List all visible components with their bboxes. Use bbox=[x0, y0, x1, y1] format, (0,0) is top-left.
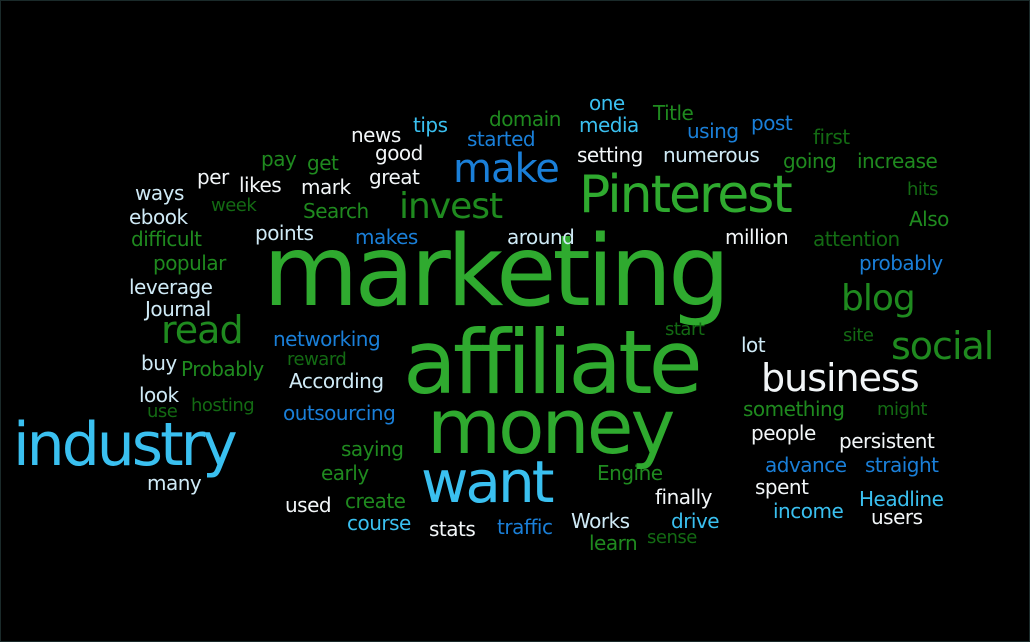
word-difficult: difficult bbox=[131, 227, 202, 251]
word-popular: popular bbox=[153, 251, 226, 275]
word-great: great bbox=[369, 165, 420, 189]
word-engine: Engine bbox=[597, 461, 663, 485]
word-headline: Headline bbox=[859, 487, 944, 511]
word-straight: straight bbox=[865, 453, 939, 477]
word-make: make bbox=[453, 146, 560, 192]
word-using: using bbox=[687, 119, 739, 143]
word-makes: makes bbox=[355, 225, 418, 249]
word-buy: buy bbox=[141, 351, 177, 375]
word-per: per bbox=[197, 165, 229, 189]
word-pinterest: Pinterest bbox=[579, 165, 793, 225]
word-persistent: persistent bbox=[839, 429, 935, 453]
word-mark: mark bbox=[301, 175, 351, 199]
word-traffic: traffic bbox=[497, 515, 553, 539]
word-advance: advance bbox=[765, 453, 847, 477]
word-according: According bbox=[289, 369, 384, 393]
word-tips: tips bbox=[413, 113, 448, 137]
word-works: Works bbox=[571, 509, 630, 533]
word-look: look bbox=[139, 383, 179, 407]
word-business: business bbox=[761, 356, 920, 400]
word-affiliate: affiliate bbox=[403, 311, 703, 414]
word-income: income bbox=[773, 499, 844, 523]
word-saying: saying bbox=[341, 437, 404, 461]
word-networking: networking bbox=[273, 327, 381, 351]
word-create: create bbox=[345, 489, 406, 513]
word-increase: increase bbox=[857, 149, 938, 173]
word-media: media bbox=[579, 113, 639, 137]
word-title: Title bbox=[653, 101, 694, 125]
word-spent: spent bbox=[755, 475, 809, 499]
word-blog: blog bbox=[841, 278, 916, 319]
word-week: week bbox=[211, 195, 257, 216]
word-sense: sense bbox=[647, 527, 697, 548]
word-might: might bbox=[877, 399, 927, 420]
word-used: used bbox=[285, 493, 332, 517]
word-lot: lot bbox=[741, 333, 766, 357]
word-first: first bbox=[813, 125, 850, 149]
word-ebook: ebook bbox=[129, 205, 188, 229]
word-setting: setting bbox=[577, 143, 643, 167]
word-read: read bbox=[161, 308, 244, 352]
word-going: going bbox=[783, 149, 837, 173]
word-something: something bbox=[743, 397, 845, 421]
word-many: many bbox=[147, 471, 202, 495]
word-post: post bbox=[751, 111, 793, 135]
word-attention: attention bbox=[813, 227, 900, 251]
word-get: get bbox=[307, 151, 339, 175]
word-million: million bbox=[725, 225, 789, 249]
word-start: start bbox=[665, 319, 705, 340]
word-pay: pay bbox=[261, 147, 297, 171]
word-marketing: marketing bbox=[263, 215, 730, 329]
word-industry: industry bbox=[13, 410, 238, 480]
word-learn: learn bbox=[589, 531, 638, 555]
word-one: one bbox=[589, 91, 625, 115]
word-news: news bbox=[351, 123, 401, 147]
word-drive: drive bbox=[671, 509, 720, 533]
word-also: Also bbox=[909, 207, 949, 231]
word-site: site bbox=[843, 325, 874, 346]
word-journal: Journal bbox=[145, 297, 211, 321]
word-hits: hits bbox=[907, 179, 938, 200]
word-stats: stats bbox=[429, 517, 476, 541]
word-hosting: hosting bbox=[191, 395, 255, 416]
word-started: started bbox=[467, 127, 536, 151]
word-numerous: numerous bbox=[663, 143, 760, 167]
word-finally: finally bbox=[655, 485, 712, 509]
word-probably-cap: Probably bbox=[181, 357, 264, 381]
word-want: want bbox=[421, 448, 554, 516]
word-search: Search bbox=[303, 199, 369, 223]
word-money: money bbox=[427, 382, 675, 471]
word-probably: probably bbox=[859, 251, 943, 275]
word-likes: likes bbox=[239, 173, 282, 197]
word-users: users bbox=[871, 505, 923, 529]
word-ways: ways bbox=[135, 181, 184, 205]
word-outsourcing: outsourcing bbox=[283, 401, 396, 425]
word-course: course bbox=[347, 511, 411, 535]
word-leverage: leverage bbox=[129, 275, 213, 299]
word-use: use bbox=[147, 401, 178, 422]
word-good: good bbox=[375, 141, 423, 165]
word-social: social bbox=[891, 324, 994, 368]
word-people: people bbox=[751, 421, 816, 445]
word-invest: invest bbox=[399, 186, 503, 227]
word-points: points bbox=[255, 221, 314, 245]
word-early: early bbox=[321, 461, 369, 485]
word-around: around bbox=[507, 225, 575, 249]
word-reward: reward bbox=[287, 349, 347, 370]
word-domain: domain bbox=[489, 107, 561, 131]
